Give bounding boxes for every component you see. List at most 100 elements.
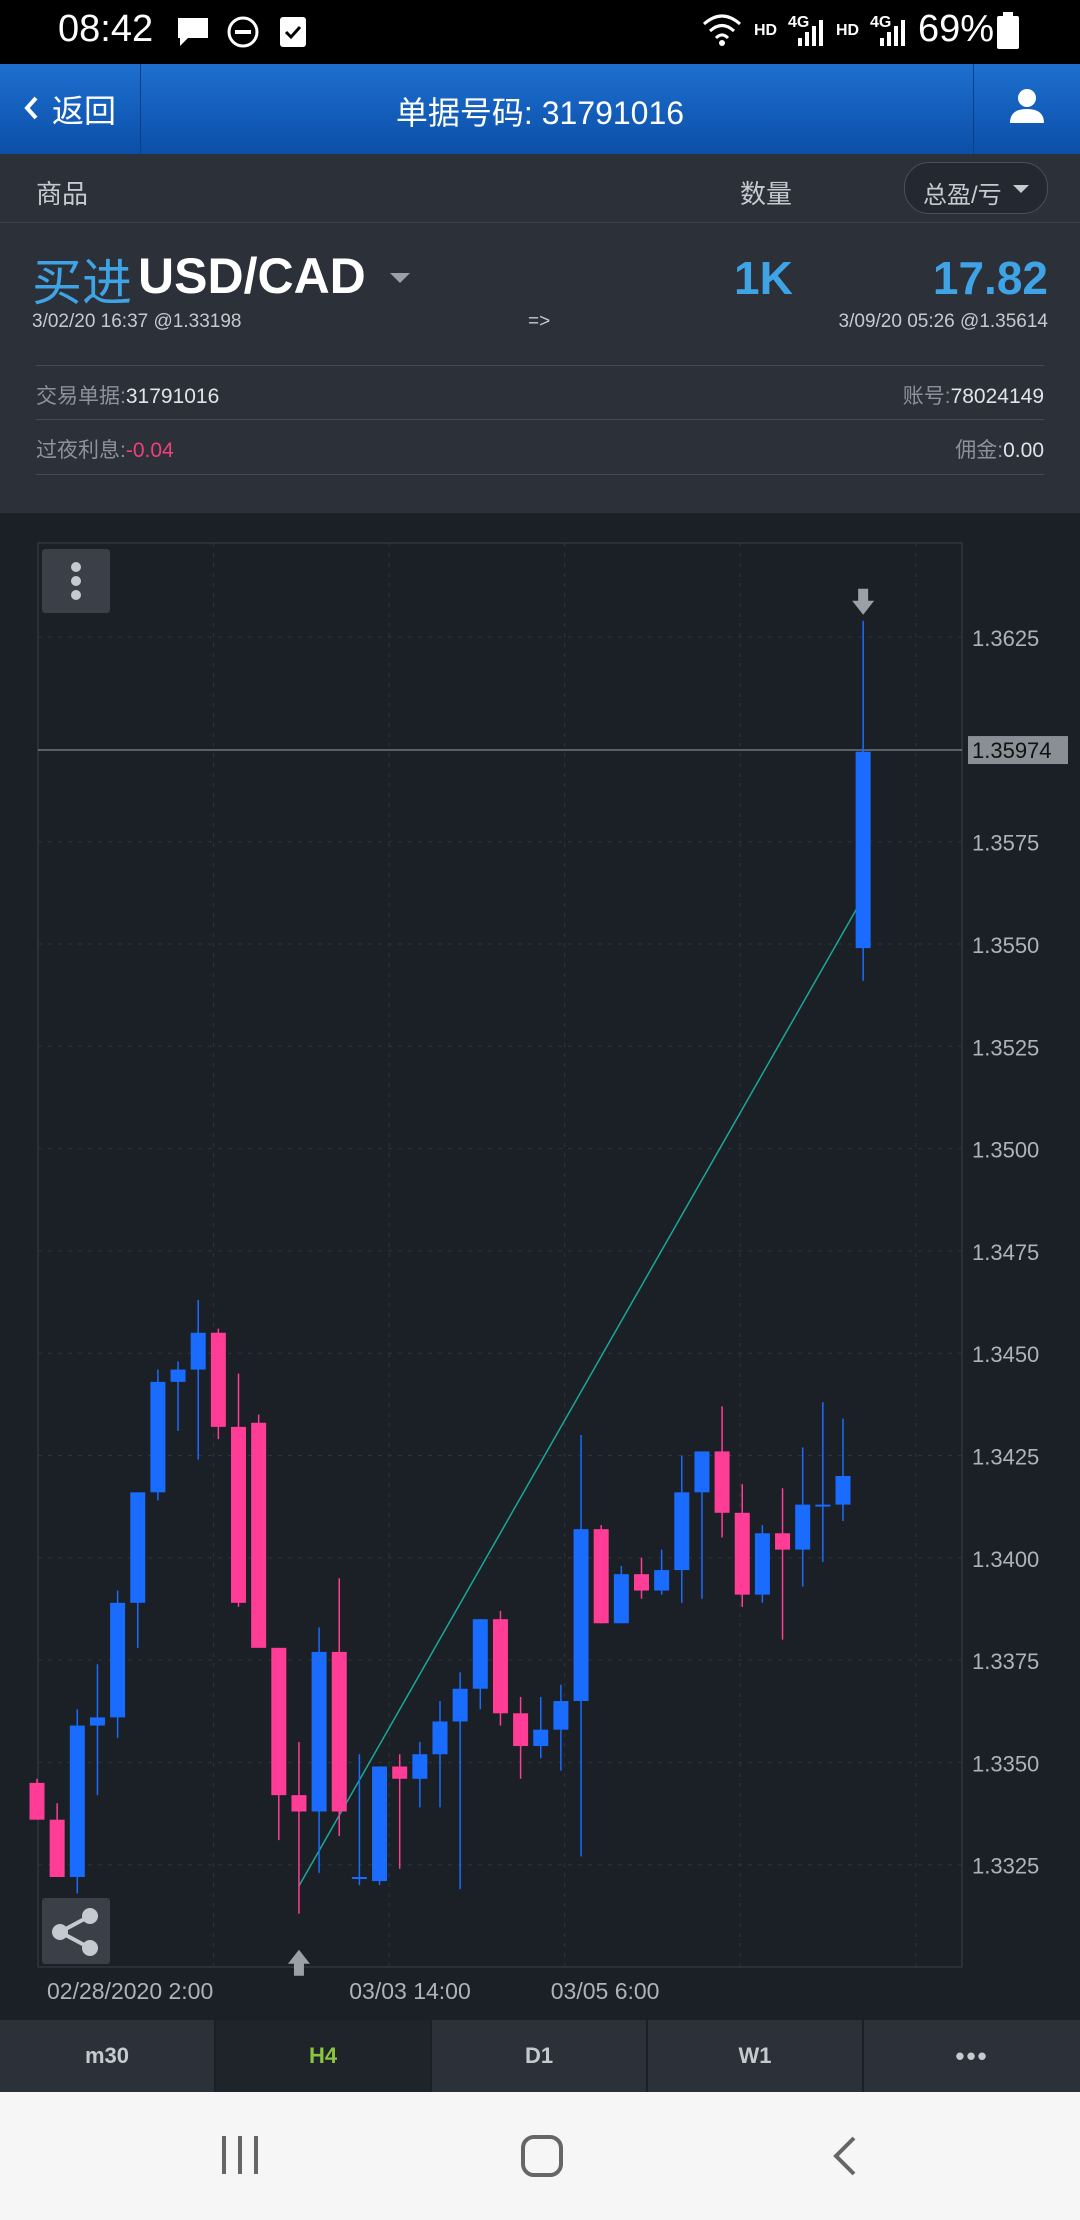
open-info: 3/02/20 16:37 @1.33198 [32,311,242,332]
wifi-icon [703,14,741,46]
column-quantity: 数量 [740,179,793,209]
do-not-disturb-icon [227,16,259,48]
candle-body [351,1876,367,1879]
order-number: 交易单据:31791016 [36,380,219,410]
timeframe-d1[interactable]: D1 [432,2020,648,2092]
message-icon [178,18,208,46]
chart-menu-button[interactable] [42,549,110,613]
candle-body [472,1619,488,1689]
more-vertical-icon [71,562,81,600]
swap-commission-row: 过夜利息:-0.04 佣金:0.00 [36,419,1044,475]
candle-body [452,1688,468,1722]
candle-body [190,1332,206,1370]
quantity-value: 1K [734,252,793,304]
candle-body [231,1426,246,1603]
candle-body [674,1492,690,1571]
y-tick-label: 1.3550 [972,933,1039,958]
y-tick-label: 1.3475 [972,1240,1039,1265]
timeframe-more[interactable]: ••• [955,2041,989,2071]
status-bar: 08:42 HD 4G HD 4G 69% [0,0,1080,64]
caret-down-icon [1013,185,1029,193]
network-type-2: 4G [870,14,892,31]
timeframe-w1[interactable]: W1 [648,2020,864,2092]
candle-body [49,1819,65,1877]
candle-body [734,1512,750,1595]
column-header: 商品 数量 总盈/亏 [0,154,1080,223]
y-tick-label: 1.3350 [972,1751,1039,1776]
order-label: 交易单据: [36,385,126,408]
entry-arrow-icon [287,1949,310,1976]
symbol-selector[interactable]: USD/CAD [138,248,366,304]
back-nav-icon[interactable] [830,2134,860,2178]
clock: 08:42 [58,8,154,50]
user-icon [1010,89,1044,123]
candle-body [573,1529,589,1702]
commission-label: 佣金: [955,439,1004,462]
back-button[interactable]: 返回 [0,64,141,154]
candle-body [311,1651,327,1812]
timeframe-h4[interactable]: H4 [216,2020,432,2092]
swap-label: 过夜利息: [36,439,126,462]
candle-body [754,1533,770,1595]
x-tick-label: 02/28/2020 2:00 [47,1978,213,2004]
candle-body [150,1381,166,1493]
candle-body [29,1782,45,1820]
y-tick-label: 1.3500 [972,1138,1039,1163]
open-close-arrow: => [528,311,551,332]
order-account-row: 交易单据:31791016 账号:78024149 [36,365,1044,420]
timeframe-m30[interactable]: m30 [0,2020,216,2092]
swap: 过夜利息:-0.04 [36,434,174,464]
swap-value: -0.04 [125,439,174,462]
candle-body [210,1332,226,1427]
caret-down-icon[interactable] [390,273,410,283]
home-icon[interactable] [520,2134,564,2178]
share-icon [52,1908,98,1956]
y-tick-label: 1.3525 [972,1035,1039,1060]
price-chart[interactable]: 1.3625 1.3575 1.3550 1.3525 1.3500 1.3475 1.34… [0,513,1080,2020]
commission: 佣金:0.00 [955,434,1044,464]
account-label: 账号: [902,385,951,408]
y-tick-label: 1.3325 [972,1854,1039,1879]
y-tick-label: 1.3450 [972,1342,1039,1367]
user-button[interactable] [973,64,1080,154]
candle-body [432,1721,448,1755]
pl-dropdown-label: 总盈/亏 [923,182,1002,209]
candle-body [291,1795,307,1812]
trade-side: 买进 [32,255,132,311]
candle-body [69,1725,85,1877]
network-hd-2: HD [836,22,860,39]
commission-value: 0.00 [1003,439,1044,462]
candle-body [372,1766,388,1882]
candle-body [271,1647,287,1796]
page-title: 单据号码: 31791016 [395,95,685,131]
system-nav-bar [0,2092,1080,2220]
recent-apps-icon[interactable] [220,2134,260,2176]
candle-body [412,1754,428,1779]
app-header: 返回 单据号码: 31791016 [0,64,1080,154]
column-product: 商品 [36,179,89,209]
timeframe-bar: m30 H4 D1 W1 ••• [0,2020,1080,2092]
close-info: 3/09/20 05:26 @1.35614 [838,311,1048,332]
y-tick-label: 1.3575 [972,831,1039,856]
y-tick-label: 1.3425 [972,1445,1039,1470]
candle-body [130,1492,146,1603]
candle-body [251,1422,267,1648]
candle-body [775,1533,791,1550]
account-value: 78024149 [950,385,1044,408]
share-button[interactable] [42,1898,110,1964]
exit-arrow-icon [852,588,875,615]
candle-body [694,1451,710,1493]
candle-body [855,751,871,949]
network-hd-1: HD [754,22,778,39]
trade-line [298,896,864,1887]
y-tick-label: 1.3375 [972,1649,1039,1674]
candle-body [634,1574,649,1591]
candle-body [170,1369,186,1382]
signal-icon-2 [880,20,905,46]
y-tick-label: 1.3625 [972,626,1039,651]
current-price-box [968,736,1068,765]
pl-dropdown[interactable]: 总盈/亏 [904,162,1048,214]
candle-body [815,1504,831,1507]
pnl-value: 17.82 [932,252,1048,304]
y-tick-label: 1.3400 [972,1547,1039,1572]
